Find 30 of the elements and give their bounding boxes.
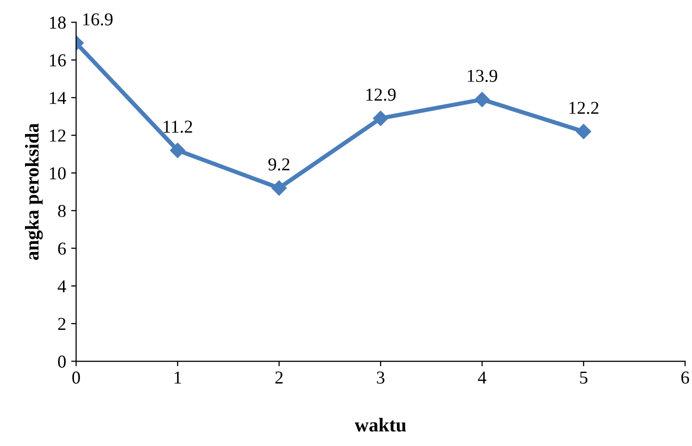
x-tick-label: 6	[681, 372, 690, 384]
y-tick-label: 2	[58, 318, 66, 330]
point	[170, 142, 186, 158]
data-label: 11.2	[164, 120, 192, 133]
x-tick-label: 2	[275, 372, 283, 384]
y-axis-title: angka peroksida	[25, 123, 43, 260]
data-label: 13.9	[468, 70, 498, 82]
y-tick-label: 6	[58, 242, 66, 255]
point	[373, 110, 388, 126]
x-tick-label: 5	[580, 372, 588, 384]
y-tick-label: 0	[58, 356, 66, 368]
data-label: 16.9	[83, 13, 113, 26]
x-tick-label: 3	[376, 372, 384, 384]
x-tick-label: 4	[478, 372, 486, 384]
y-tick-label: 16	[50, 54, 66, 66]
y-tick-label: 14	[50, 92, 66, 104]
data-label: 12.2	[569, 102, 598, 114]
y-tick-label: 10	[50, 167, 66, 180]
y-tick-label: 18	[50, 16, 66, 29]
y-tick-label: 8	[58, 204, 66, 218]
y-tick-label: 4	[58, 280, 66, 292]
x-tick-label: 1	[174, 372, 182, 384]
data-label: 9.2	[268, 158, 290, 171]
x-axis-title: waktu	[354, 418, 406, 432]
point	[474, 92, 490, 108]
point	[576, 124, 592, 140]
data-label: 12.9	[366, 88, 396, 101]
x-tick-label: 0	[72, 372, 80, 384]
point	[272, 180, 287, 196]
y-tick-label: 12	[50, 130, 66, 142]
